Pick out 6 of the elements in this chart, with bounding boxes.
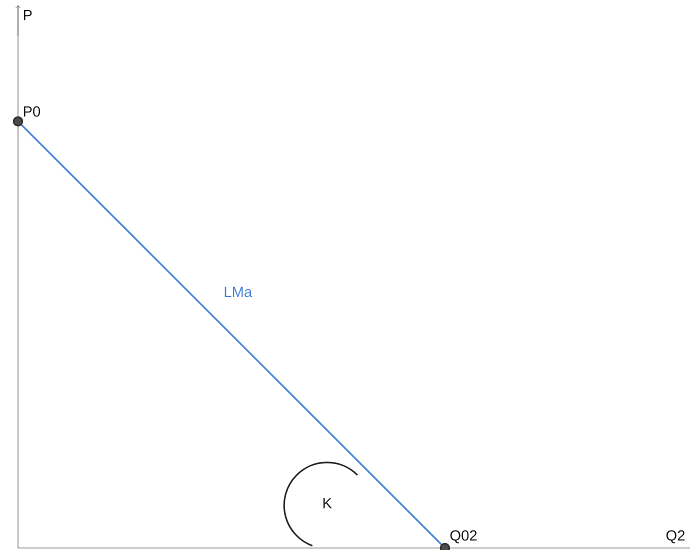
text: P0 [24,106,40,117]
annotation: Q02 [450,530,477,544]
annotation: Q2 [666,530,685,544]
annotation: K [323,498,332,508]
text: P [24,10,32,20]
series-label: LMa [224,286,252,298]
